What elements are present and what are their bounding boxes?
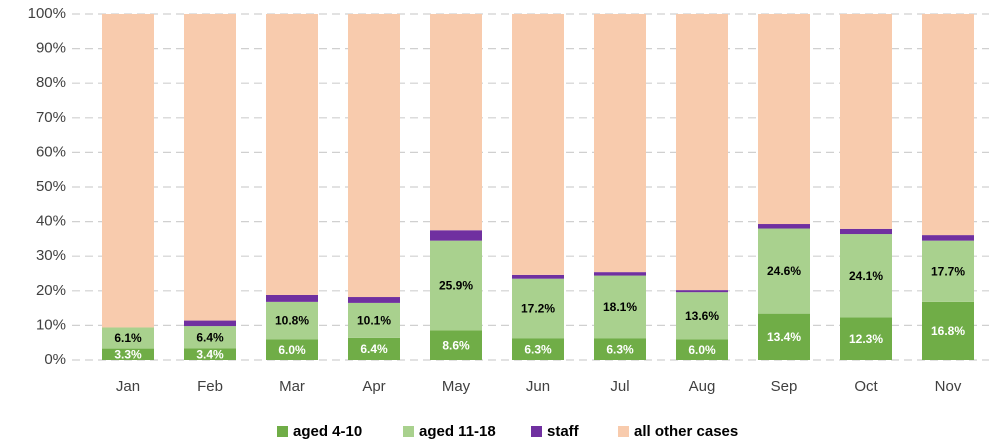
bar-segment [676,292,728,340]
data-label: 24.1% [849,269,883,283]
y-tick-label: 80% [36,74,66,91]
bar-segment [348,337,400,360]
data-label: 10.1% [357,314,391,328]
bar-segment [594,275,646,339]
data-label: 6.3% [606,342,634,356]
bar-segment [430,330,482,360]
data-label: 12.3% [849,332,883,346]
legend-swatch [531,426,542,437]
y-tick-label: 20% [36,282,66,299]
bar-segment [922,14,974,236]
data-label: 6.0% [688,343,716,357]
bar-segment [594,338,646,360]
bar-segment [430,230,482,241]
bar-segment [922,301,974,360]
bar-segment [512,14,564,275]
y-tick-label: 60% [36,143,66,160]
bar-segment [184,14,236,321]
bar-segment [348,302,400,338]
x-tick-label: Aug [689,378,716,395]
data-label: 17.2% [521,302,555,316]
legend-label: aged 11-18 [419,423,496,440]
legend-label: all other cases [634,423,738,440]
data-label: 6.4% [360,342,388,356]
bar-segment [266,14,318,295]
x-tick-label: Sep [771,378,798,395]
x-tick-label: Feb [197,378,223,395]
bar-segment [266,301,318,340]
bar-segment [184,348,236,360]
data-label: 25.9% [439,279,473,293]
bar-segment [840,228,892,235]
y-tick-label: 100% [28,5,66,22]
x-tick-label: Mar [279,378,305,395]
data-label: 13.6% [685,309,719,323]
bar-segment [922,240,974,302]
data-label: 6.0% [278,343,306,357]
data-label: 17.7% [931,264,965,278]
data-label: 10.8% [275,314,309,328]
bar-segment [594,14,646,273]
x-tick-label: Apr [362,378,385,395]
bar-segment [758,14,810,225]
x-tick-label: Jul [610,378,629,395]
legend-swatch [403,426,414,437]
bar-segment [840,14,892,229]
bar-segment [102,327,154,349]
data-label: 6.1% [114,331,142,345]
y-tick-label: 70% [36,109,66,126]
bar-segment [266,294,318,302]
y-tick-label: 10% [36,316,66,333]
bar-segment [676,290,728,293]
bar-segment [676,14,728,291]
bar-segment [348,14,400,298]
bar-segment [840,317,892,360]
y-tick-label: 0% [44,351,66,368]
bar-segment [512,274,564,279]
y-tick-label: 40% [36,213,66,230]
bar-segment [840,234,892,318]
bar-segment [758,224,810,229]
bar-segment [348,297,400,303]
x-tick-label: Jan [116,378,140,395]
data-label: 24.6% [767,264,801,278]
data-label: 13.4% [767,330,801,344]
bar-segment [102,348,154,360]
bar-segment [184,326,236,349]
bar-segment [430,14,482,231]
y-tick-label: 30% [36,247,66,264]
data-label: 16.8% [931,324,965,338]
bar-segment [922,235,974,241]
bar-segment [676,339,728,360]
legend-swatch [618,426,629,437]
legend-label: staff [547,423,580,440]
data-label: 8.6% [442,338,470,352]
bar-segment [512,278,564,339]
bar-segment [758,228,810,314]
bar-segment [266,339,318,360]
data-label: 6.4% [196,330,224,344]
bar-segment [102,14,154,328]
x-tick-label: Jun [526,378,550,395]
bar-segment [594,272,646,276]
bar-segment [512,338,564,360]
x-tick-label: Nov [935,378,962,395]
x-tick-label: May [442,378,471,395]
x-tick-label: Oct [854,378,878,395]
data-label: 3.3% [114,347,142,361]
legend-label: aged 4-10 [293,423,362,440]
bar-segment [430,240,482,331]
data-label: 3.4% [196,347,224,361]
bar-segment [758,313,810,360]
bar-segment [184,320,236,327]
y-tick-label: 50% [36,178,66,195]
data-label: 18.1% [603,300,637,314]
data-label: 6.3% [524,342,552,356]
y-tick-label: 90% [36,40,66,57]
legend-swatch [277,426,288,437]
